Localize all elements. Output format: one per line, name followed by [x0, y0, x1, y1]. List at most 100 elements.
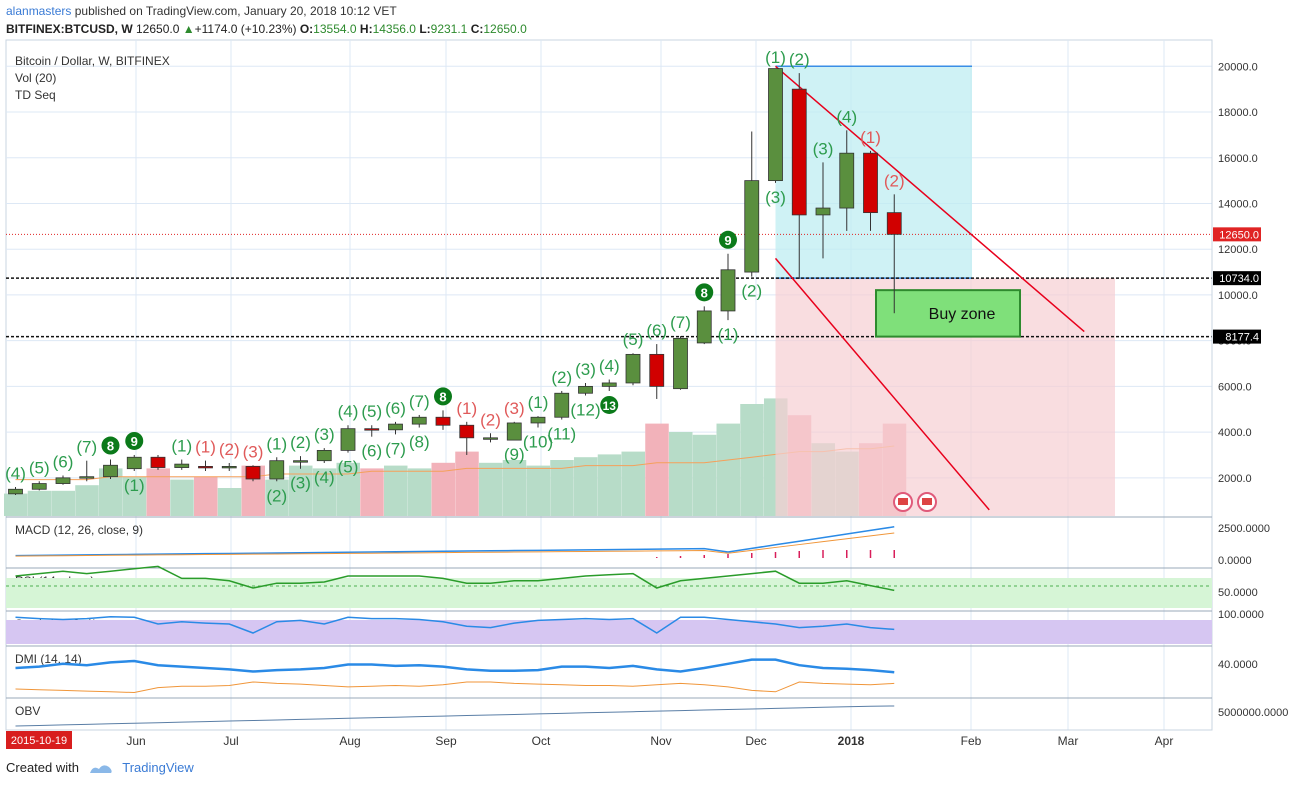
tradingview-link[interactable]: TradingView: [122, 760, 194, 775]
x-tick-label: 2018: [838, 734, 865, 748]
td-count-label: 9: [724, 233, 731, 248]
td-setup-marker: [125, 431, 144, 450]
candle-body: [150, 456, 166, 468]
td-count-label: (3): [813, 139, 834, 158]
volume-bar: [526, 465, 550, 516]
candle-body: [316, 449, 332, 462]
td-setup-marker: [434, 387, 452, 406]
td-setup-marker: [600, 395, 619, 414]
x-tick-label: Feb: [961, 734, 982, 748]
td-count-label: (4): [836, 107, 857, 126]
candle-body: [554, 392, 570, 418]
y-tick-label: 14000.0: [1218, 198, 1258, 210]
td-count-label: (2): [551, 368, 572, 387]
tradingview-logo-icon: [89, 764, 112, 773]
td-count-label: (7): [670, 313, 691, 332]
td-count-label: (2): [266, 486, 287, 505]
dmi-plus-line: [15, 658, 895, 674]
td-count-label: (3): [504, 399, 525, 418]
td-count-label: (9): [504, 445, 525, 464]
td-count-label: (2): [290, 433, 311, 452]
price-tag: [1213, 329, 1261, 344]
volume-bar: [479, 462, 503, 516]
td-count-label: (5): [338, 458, 359, 477]
td-count-label: (3): [243, 442, 264, 461]
volume-bar: [122, 476, 147, 516]
volume-bar: [740, 404, 764, 516]
volume-bar: [336, 462, 360, 516]
high-value: 14356.0: [372, 22, 416, 36]
y-tick-label: 18000.0: [1218, 107, 1258, 119]
x-tick-label: Jul: [223, 734, 238, 748]
vol-indicator-label: Vol (20): [15, 71, 56, 85]
volume-bar: [431, 462, 455, 516]
td-count-label: (7): [385, 439, 406, 458]
candle-body: [8, 488, 23, 495]
candle-body: [578, 385, 593, 394]
td-count-label: (1): [195, 438, 216, 457]
candle-body: [55, 477, 71, 484]
candle-body: [126, 456, 142, 470]
price-tag-label: 10734.0: [1219, 273, 1259, 285]
td-count-label: (1): [124, 476, 145, 495]
footer: Created with TradingView: [6, 760, 194, 775]
volume-bar: [265, 479, 289, 516]
low-label: L:: [419, 22, 431, 36]
candle-body: [886, 212, 902, 235]
td-count-label: (12): [570, 401, 600, 420]
x-tick-label: Nov: [650, 734, 671, 748]
last-price: 12650.0: [136, 22, 180, 36]
event-flag-icon: [898, 498, 908, 505]
candle-body: [601, 382, 617, 387]
candle-body: [506, 422, 522, 441]
obv-tick: 5000000.0000: [1218, 707, 1288, 719]
x-tick-label: Dec: [745, 734, 766, 748]
high-label: H:: [359, 22, 373, 36]
pane-label: OBV: [15, 704, 40, 718]
td-count-label: (6): [361, 442, 382, 461]
volume-bar: [384, 465, 408, 516]
candle-body: [221, 466, 237, 469]
td-count-label: (4): [599, 357, 620, 376]
volume-bar: [645, 423, 669, 516]
td-count-label: (5): [361, 402, 382, 421]
candle-body: [720, 269, 736, 312]
open-value: 13554.0: [313, 22, 357, 36]
pane-label: MACD (12, 26, close, 9): [15, 523, 143, 537]
volume-bar: [574, 457, 598, 516]
td-count-label: (10): [523, 433, 553, 452]
publish-info: alanmasters published on TradingView.com…: [6, 4, 397, 18]
volume-bar: [360, 468, 384, 516]
volume-bar: [51, 490, 75, 516]
dmi-tick: 40.0000: [1218, 659, 1258, 671]
x-tick-label: Apr: [1155, 734, 1174, 748]
td-setup-marker: [101, 436, 120, 455]
buy-zone-box: [875, 289, 1021, 338]
chart-title: Bitcoin / Dollar, W, BITFINEX: [15, 54, 170, 68]
td-count-label: 13: [603, 399, 617, 413]
obv-line: [15, 705, 895, 727]
candle-body: [649, 353, 665, 387]
ohlc-header: BITFINEX:BTCUSD, W 12650.0 ▲+1174.0 (+10…: [6, 22, 527, 36]
x-tick-label: Mar: [1058, 734, 1079, 748]
td-count-label: (5): [29, 458, 50, 477]
close-label: C:: [470, 22, 484, 36]
td-count-label: (2): [884, 171, 905, 190]
author-link[interactable]: alanmasters: [6, 4, 72, 18]
y-tick-label: 6000.0: [1218, 381, 1252, 393]
candle-body: [791, 88, 807, 216]
td-count-label: (6): [53, 453, 74, 472]
td-count-label: (6): [385, 399, 406, 418]
td-setup-marker: [719, 230, 737, 249]
volume-bar: [692, 434, 717, 516]
y-tick-label: 12000.0: [1218, 244, 1258, 256]
candle-body: [245, 466, 261, 480]
volume-bar: [550, 460, 574, 516]
x-tick-label: Sep: [435, 734, 457, 748]
candle-body: [174, 463, 190, 468]
td-count-label: (1): [860, 128, 881, 147]
y-tick-label: 4000.0: [1218, 427, 1252, 439]
y-tick-label: 10000.0: [1218, 290, 1258, 302]
volume-bar: [75, 485, 99, 516]
